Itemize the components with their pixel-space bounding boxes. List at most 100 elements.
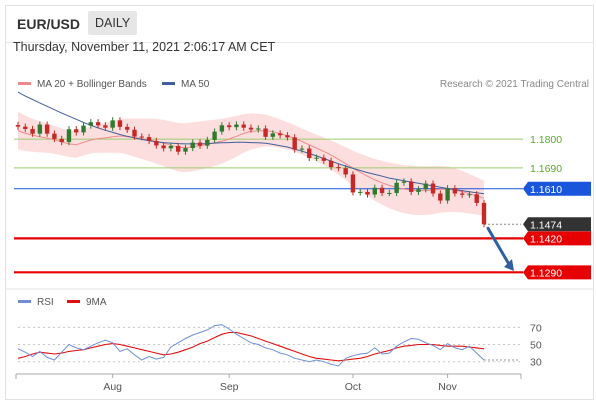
candle-body: [44, 124, 50, 134]
level-tag-label-1.1610: 1.1610: [530, 184, 562, 196]
month-label-Aug: Aug: [103, 381, 122, 393]
candle-body: [263, 128, 268, 137]
candle-body: [401, 181, 407, 183]
forecast-arrow-head: [504, 259, 514, 271]
level-label-1.1690: 1.1690: [530, 163, 562, 175]
legend-ma50: MA 50: [162, 79, 209, 90]
candle-body: [30, 128, 35, 134]
rsi-tick-label-30: 30: [530, 357, 542, 369]
level-tag-1.1420: [523, 231, 591, 246]
candle-body: [95, 122, 101, 126]
candle-body: [277, 133, 283, 136]
candle-body: [110, 120, 115, 128]
candle-body: [226, 125, 232, 128]
candle-body: [394, 182, 399, 193]
chart-header: EUR/USD DAILY: [6, 6, 593, 43]
candle-body: [81, 125, 86, 133]
forecast-arrow: [486, 226, 512, 268]
legend-rsi-ma: 9MA: [67, 297, 107, 308]
candle-body: [292, 137, 297, 150]
candle-body: [343, 168, 348, 175]
candle-body: [132, 129, 137, 137]
rsi-ma-line: [17, 331, 485, 362]
candle-body: [117, 120, 123, 127]
bollinger-swatch: [18, 81, 31, 85]
candle-body: [299, 148, 305, 150]
candles: [15, 117, 487, 228]
level-tag-1.1290: [523, 265, 591, 280]
legend-bollinger: MA 20 + Bollinger Bands: [18, 79, 147, 90]
candle-body: [445, 188, 450, 201]
candle-body: [256, 128, 261, 130]
candle-body: [387, 192, 392, 194]
rsi-line: [17, 324, 485, 367]
period-button[interactable]: DAILY: [88, 11, 138, 35]
candle-body: [358, 191, 363, 193]
candle-body: [161, 145, 166, 149]
legend-rsi-label: RSI: [37, 297, 54, 308]
candle-body: [474, 194, 479, 203]
ma50-swatch: [162, 81, 175, 85]
candle-body: [328, 160, 334, 168]
candle-body: [365, 191, 370, 195]
candle-body: [183, 148, 188, 152]
candle-body: [168, 145, 174, 149]
candle-body: [307, 148, 312, 158]
candle-body: [146, 137, 152, 141]
candle-body: [430, 183, 436, 194]
legend-rsi-ma-label: 9MA: [86, 297, 107, 308]
legend-rsi: RSI: [18, 297, 54, 308]
candle-body: [408, 181, 414, 192]
candle-body: [459, 193, 465, 195]
candle-body: [59, 138, 64, 143]
candle-body: [197, 142, 203, 146]
legend-ma50-label: MA 50: [181, 79, 210, 90]
candle-body: [37, 124, 43, 134]
candle-body: [125, 126, 130, 130]
candle-body: [270, 133, 276, 137]
candle-body: [336, 167, 341, 169]
rsi-swatch: [18, 299, 31, 303]
candle-body: [321, 157, 327, 161]
level-tag-1.1474: [523, 217, 591, 232]
candle-body: [452, 188, 458, 194]
candle-body: [139, 136, 144, 138]
candle-body: [154, 140, 159, 146]
month-label-Nov: Nov: [438, 381, 457, 393]
candle-body: [205, 139, 210, 146]
candle-body: [219, 125, 225, 132]
candle-body: [285, 135, 290, 138]
ma50-line: [17, 91, 485, 195]
candle-body: [481, 202, 487, 225]
candle-body: [212, 131, 217, 140]
candle-body: [416, 189, 421, 192]
chart-widget: EUR/USD DAILY: [5, 5, 594, 400]
chart-datetime: Thursday, November 11, 2021 2:06:17 AM C…: [13, 40, 276, 54]
candle-body: [88, 122, 94, 126]
candle-body: [372, 187, 377, 195]
candle-body: [467, 194, 472, 196]
candle-body: [15, 125, 21, 127]
candle-body: [350, 174, 356, 193]
candle-body: [248, 127, 254, 130]
candle-body: [423, 183, 428, 190]
candle-body: [103, 125, 108, 128]
candle-body: [190, 142, 195, 149]
month-label-Oct: Oct: [345, 381, 361, 393]
candle-body: [74, 129, 79, 133]
legend-bollinger-label: MA 20 + Bollinger Bands: [37, 79, 147, 90]
candle-body: [379, 187, 385, 193]
candle-body: [438, 193, 443, 201]
rsi-tick-label-50: 50: [530, 340, 542, 352]
month-label-Sep: Sep: [220, 381, 239, 393]
candle-body: [52, 133, 57, 139]
rsi-tick-label-70: 70: [530, 322, 542, 334]
candle-body: [23, 126, 28, 129]
level-tag-label-1.1420: 1.1420: [530, 233, 562, 245]
candle-body: [234, 124, 239, 128]
credit-text: Research © 2021 Trading Central: [439, 79, 589, 90]
candle-body: [66, 129, 72, 143]
rsi-ma-swatch: [67, 299, 80, 303]
level-tag-label-1.1290: 1.1290: [530, 267, 562, 279]
